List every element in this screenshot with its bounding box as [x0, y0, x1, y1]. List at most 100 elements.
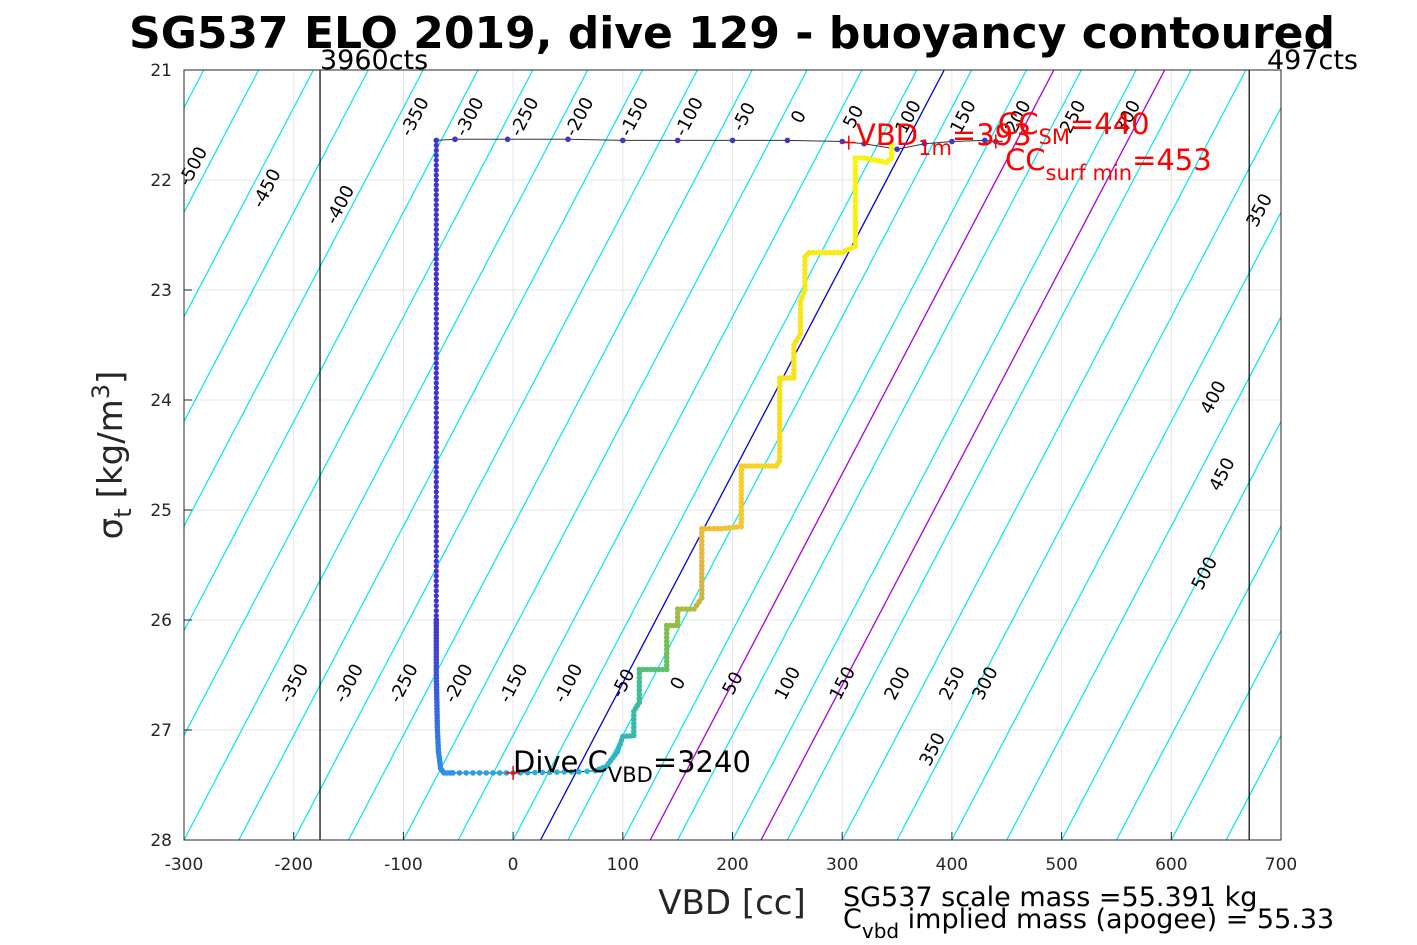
profile-point: [433, 375, 439, 381]
y-label-unit: [kg/m: [91, 399, 131, 498]
profile-point: [702, 525, 709, 532]
profile-point: [861, 140, 867, 147]
profile-point: [433, 330, 439, 337]
y-label-close: ]: [91, 371, 131, 384]
profile-point: [699, 574, 705, 581]
profile-point: [776, 418, 783, 425]
profile-point: [699, 570, 705, 577]
profile-point: [433, 390, 439, 396]
footer-scale-mass: SG537 scale mass =55.391 kg: [843, 882, 1257, 913]
profile-point: [852, 239, 859, 245]
profile-point: [852, 199, 859, 205]
annotation-dive-cvbd-value: =3240: [653, 745, 751, 779]
neutral-line-neutral: [539, 70, 945, 840]
profile-point: [433, 226, 439, 233]
svg-text:CCSM=440: CCSM=440: [998, 107, 1150, 149]
contour-line: [238, 70, 644, 840]
annotation-cc-sm-sub: SM: [1039, 125, 1070, 149]
profile-point: [699, 562, 705, 569]
profile-point: [791, 362, 797, 369]
profile-point: [476, 770, 483, 776]
profile-point: [652, 666, 658, 673]
profile-point: [852, 207, 859, 213]
profile-point: [517, 770, 524, 776]
profile-point: [802, 258, 808, 264]
profile-point: [810, 249, 817, 256]
profile-point: [802, 262, 808, 269]
profile-point: [839, 138, 845, 145]
profile-point: [791, 375, 797, 381]
profile-point: [433, 449, 439, 455]
svg-text:CCsurf min=453: CCsurf min=453: [1005, 143, 1212, 185]
profile-point: [687, 606, 693, 612]
profile-point: [631, 728, 637, 735]
profile-point: [631, 724, 637, 731]
profile-point: [433, 598, 439, 604]
profile-point: [738, 495, 745, 502]
annotation-cc-surf-min: CCsurf min=453: [1005, 143, 1212, 185]
profile-point: [699, 591, 705, 597]
contour-line: [786, 70, 1192, 840]
profile-point: [738, 507, 745, 514]
profile-point: [433, 325, 439, 332]
profile-point: [433, 281, 439, 287]
profile-point: [802, 274, 808, 281]
profile-point: [822, 249, 829, 256]
profile-point: [433, 335, 439, 341]
profile-point: [776, 442, 783, 448]
profile-point: [776, 445, 783, 452]
profile-point: [433, 583, 439, 589]
profile-point: [699, 554, 705, 560]
profile-point: [674, 614, 681, 621]
profile-point: [636, 699, 643, 706]
profile-point: [433, 350, 439, 356]
profile-point: [568, 769, 575, 775]
profile-point: [791, 346, 797, 352]
profile-point: [433, 182, 439, 188]
profile-point: [576, 769, 582, 775]
profile-point: [663, 662, 670, 669]
profile-point: [433, 365, 439, 371]
vline-label-left: 3960cts: [320, 45, 428, 76]
profile-point: [532, 769, 538, 776]
profile-point: [663, 650, 670, 657]
contour-line: [951, 210, 1281, 840]
profile-point: [776, 394, 783, 401]
profile-point: [433, 400, 439, 406]
profile-point: [433, 276, 439, 282]
profile-point: [433, 162, 439, 168]
profile-point: [776, 426, 783, 432]
profile-point: [433, 504, 439, 510]
profile-point: [433, 306, 439, 312]
profile-point: [433, 355, 439, 361]
profile-point: [663, 642, 670, 649]
svg-text:σt[kg/m3]: σt [kg/m3]: [87, 371, 137, 540]
profile-point: [433, 528, 439, 535]
x-tick-label: -100: [384, 855, 423, 875]
profile-point: [699, 534, 705, 540]
profile-point: [433, 454, 439, 460]
profile-point: [776, 453, 783, 460]
profile-point: [433, 241, 439, 247]
profile-point: [674, 137, 681, 144]
profile-point: [433, 261, 439, 267]
y-tick-label: 21: [150, 61, 172, 81]
profile-point: [433, 479, 439, 485]
profile-point: [450, 770, 456, 776]
profile-point: [852, 215, 859, 221]
profile-point: [433, 217, 439, 223]
profile-point: [699, 530, 705, 536]
profile-point: [663, 630, 670, 637]
profile-point: [738, 487, 745, 494]
x-tick-label: 700: [1265, 855, 1297, 875]
profile-point: [433, 147, 439, 153]
profile-point: [776, 457, 783, 464]
contour-line: [184, 70, 589, 840]
profile-point: [831, 249, 837, 256]
annotation-cc-surf-min-text: CC: [1005, 143, 1046, 177]
profile-point: [433, 301, 439, 307]
contour-line: [841, 70, 1247, 840]
profile-point: [776, 449, 783, 456]
profile-point: [699, 595, 705, 601]
profile-point: [433, 553, 439, 559]
